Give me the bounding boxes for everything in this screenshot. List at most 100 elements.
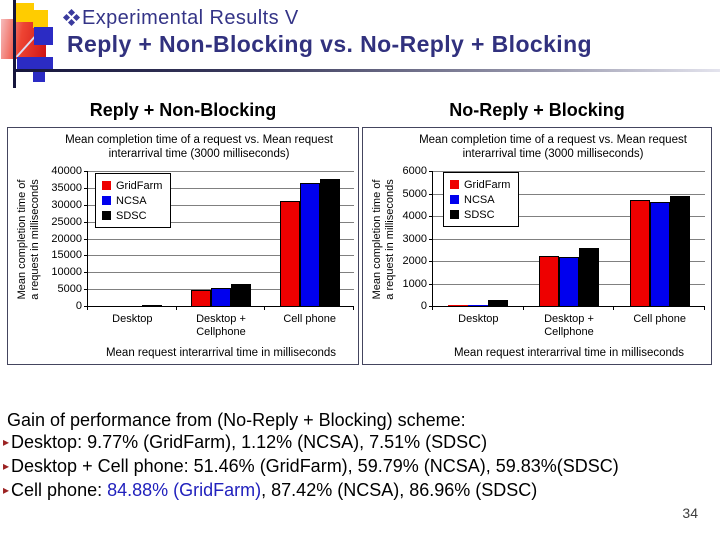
- y-tick: [84, 204, 88, 206]
- x-boundary-tick: [522, 306, 524, 310]
- y-tick: [84, 289, 88, 291]
- gain-highlight-text: 84.88% (GridFarm): [107, 480, 262, 500]
- legend-item-sdsc: SDSC: [450, 207, 510, 222]
- bar-gridfarm-desktop-cellphone: [538, 256, 559, 306]
- bar-group: [177, 171, 266, 306]
- legend-label: NCSA: [116, 194, 147, 207]
- bar-ncsa-cell-phone: [299, 183, 320, 306]
- legend-label: SDSC: [464, 208, 495, 221]
- bar-group: [433, 171, 524, 306]
- gridline: [88, 221, 354, 223]
- gridline: [433, 193, 705, 195]
- legend-swatch-icon: [102, 211, 111, 220]
- y-tick: [84, 306, 88, 307]
- y-tick-label: 5000: [57, 283, 82, 296]
- logo-yellow-step: [33, 10, 48, 28]
- x-boundary-tick: [264, 306, 266, 310]
- y-tick-label: 1000: [402, 277, 427, 290]
- y-tick-label: 30000: [51, 198, 82, 211]
- legend-swatch-icon: [102, 181, 111, 190]
- bar-sdsc-desktop-cellphone: [230, 284, 251, 306]
- gridline: [88, 238, 354, 240]
- bar-sdsc-cell-phone: [319, 179, 340, 306]
- y-tick-label: 35000: [51, 181, 82, 194]
- gridline: [88, 255, 354, 257]
- legend-item-gridfarm: GridFarm: [450, 177, 510, 192]
- bar-sdsc-desktop-cellphone: [578, 248, 599, 306]
- bar-ncsa-desktop-cellphone: [558, 257, 579, 306]
- header-rule: [13, 69, 720, 72]
- bar-ncsa-cell-phone: [649, 202, 670, 306]
- diamond-bullet-icon: [62, 8, 81, 27]
- right-chart-heading: No-Reply + Blocking: [449, 100, 625, 120]
- y-tick-label: 4000: [402, 210, 427, 222]
- chart-reply-nonblocking: Mean completion time of a request vs. Me…: [7, 127, 359, 365]
- x-tick-label: Desktop + Cellphone: [544, 313, 594, 338]
- y-tick-label: 3000: [402, 232, 427, 245]
- gridline: [433, 216, 705, 217]
- bar-sdsc-cell-phone: [669, 196, 690, 306]
- y-tick: [429, 193, 433, 195]
- gain-text: , 87.42% (NCSA), 86.96% (SDSC): [261, 480, 538, 500]
- gridline: [88, 187, 354, 189]
- gain-item: ▸ Cell phone: 84.88% (GridFarm), 87.42% (…: [3, 479, 719, 503]
- gain-section: Gain of performance from (No-Reply + Blo…: [3, 409, 719, 503]
- y-axis: [87, 171, 88, 310]
- legend-item-sdsc: SDSC: [102, 208, 162, 223]
- page-number: 34: [682, 505, 698, 521]
- bar-ncsa-desktop: [468, 305, 489, 306]
- legend-item-ncsa: NCSA: [450, 192, 510, 207]
- y-tick: [84, 238, 88, 240]
- legend: GridFarm NCSA SDSC: [95, 173, 172, 228]
- left-chart-heading: Reply + Non-Blocking: [89, 100, 277, 120]
- y-tick-label: 0: [420, 300, 427, 312]
- chart-title: Mean completion time of a request vs. Me…: [419, 134, 687, 160]
- arrowhead-right-icon: ▸: [3, 459, 10, 473]
- chart-noreply-blocking: Mean completion time of a request vs. Me…: [362, 127, 712, 365]
- x-boundary-tick: [704, 306, 705, 310]
- bar-gridfarm-desktop: [448, 305, 469, 306]
- gridline: [433, 238, 705, 240]
- legend-item-gridfarm: GridFarm: [102, 178, 162, 193]
- bar-gridfarm-desktop-cellphone: [190, 290, 211, 306]
- logo-blue-tab: [33, 72, 45, 82]
- chart-title: Mean completion time of a request vs. Me…: [65, 134, 333, 160]
- logo-yellow-square: [14, 3, 34, 22]
- x-tick-label: Desktop: [112, 313, 153, 325]
- gain-list: ▸ Desktop: 9.77% (GridFarm), 1.12% (NCSA)…: [3, 431, 719, 503]
- y-tick-label: 25000: [51, 215, 82, 228]
- legend-swatch-icon: [450, 180, 459, 189]
- y-tick: [429, 216, 433, 217]
- legend-label: SDSC: [116, 209, 147, 222]
- y-tick-label: 5000: [402, 187, 427, 200]
- bar-group: [265, 171, 354, 306]
- bar-sdsc-desktop: [142, 305, 163, 306]
- y-tick-label: 0: [75, 300, 82, 312]
- legend-swatch-icon: [102, 196, 111, 205]
- legend-swatch-icon: [450, 195, 459, 204]
- logo-blue-bar: [17, 57, 53, 72]
- x-tick-label: Desktop + Cellphone: [196, 313, 246, 338]
- x-tick-label: Cell phone: [633, 313, 686, 325]
- legend-item-ncsa: NCSA: [102, 193, 162, 208]
- y-tick: [429, 171, 433, 172]
- y-tick-label: 6000: [402, 165, 427, 177]
- y-tick: [84, 187, 88, 189]
- x-boundary-tick: [175, 306, 177, 310]
- bar-gridfarm-cell-phone: [629, 200, 650, 306]
- legend-label: NCSA: [464, 193, 495, 206]
- x-axis-label: Mean request interarrival time in millis…: [105, 347, 337, 359]
- y-tick-label: 10000: [51, 266, 82, 279]
- legend-label: GridFarm: [464, 178, 511, 191]
- bar-group: [614, 171, 705, 306]
- y-tick: [84, 255, 88, 257]
- bar-gridfarm-cell-phone: [279, 201, 300, 306]
- legend-label: GridFarm: [116, 179, 163, 192]
- arrowhead-right-icon: ▸: [3, 483, 10, 497]
- legend-swatch-icon: [450, 210, 459, 219]
- slide-title: Experimental Results V: [62, 7, 299, 30]
- y-tick: [429, 283, 433, 285]
- x-tick-label: Cell phone: [283, 313, 336, 325]
- x-axis: [87, 306, 354, 307]
- x-tick-label: Desktop: [458, 313, 499, 325]
